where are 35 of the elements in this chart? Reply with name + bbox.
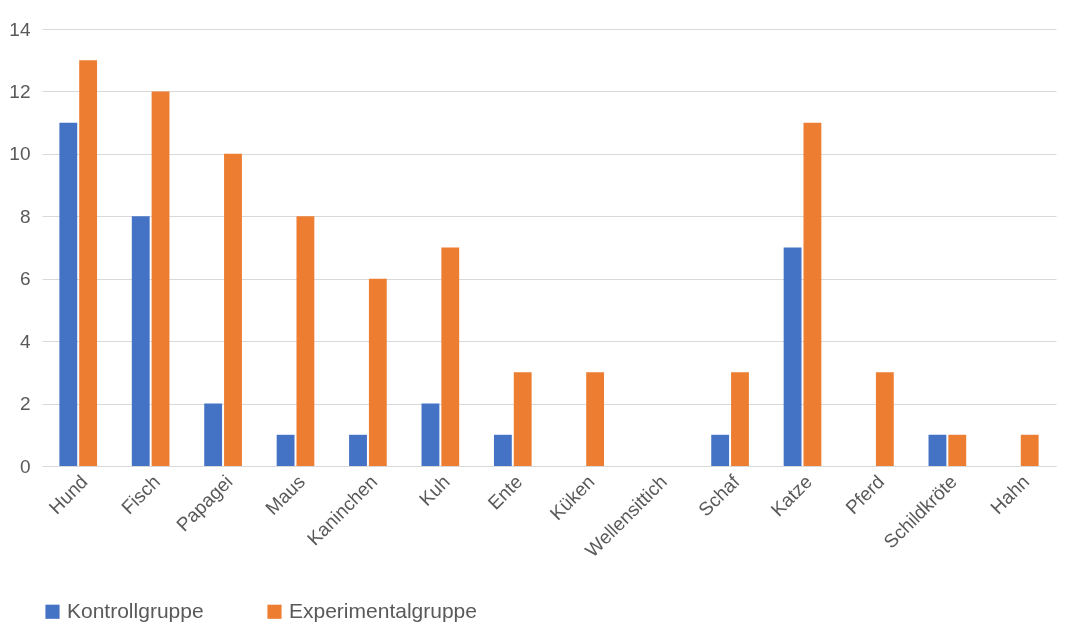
bar <box>224 153 242 466</box>
bar <box>368 278 387 466</box>
bar <box>513 372 532 466</box>
x-tick-label: Ente <box>483 471 527 514</box>
bar <box>421 403 440 466</box>
bar <box>204 403 223 466</box>
bar <box>948 434 967 466</box>
legend-label: Experimentalgruppe <box>289 598 477 622</box>
y-tick-label: 12 <box>9 80 31 102</box>
y-tick-label: 8 <box>19 205 31 227</box>
bar <box>441 247 460 466</box>
bar <box>493 434 512 466</box>
y-tick-label: 10 <box>9 143 31 165</box>
bar <box>1020 434 1039 466</box>
bar <box>711 434 730 466</box>
y-tick-label: 0 <box>19 455 31 477</box>
y-tick-label: 6 <box>19 268 31 290</box>
bar <box>875 372 894 466</box>
bar <box>586 372 605 466</box>
bar <box>59 122 78 466</box>
bar <box>783 247 802 466</box>
bar <box>276 434 295 466</box>
bar <box>928 434 947 466</box>
bar <box>79 60 98 466</box>
y-tick-label: 2 <box>19 393 31 415</box>
x-tick-label: Kuh <box>415 471 454 510</box>
bar <box>151 91 170 466</box>
bar <box>731 372 749 466</box>
legend-label: Kontrollgruppe <box>67 598 204 622</box>
bar <box>349 434 367 466</box>
y-tick-label: 14 <box>9 18 31 40</box>
bar <box>803 122 822 466</box>
bar <box>296 216 315 466</box>
bar <box>131 216 150 466</box>
y-tick-label: 4 <box>19 330 31 352</box>
